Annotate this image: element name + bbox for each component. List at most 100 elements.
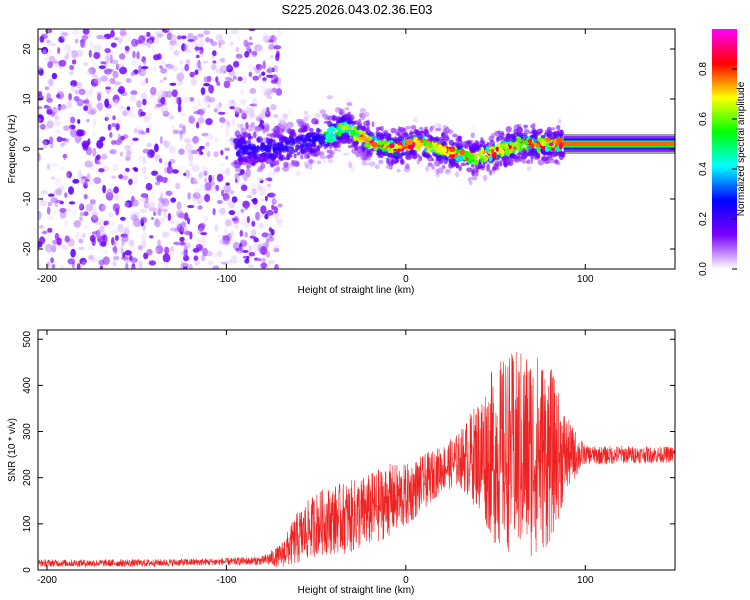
spectrogram-signal-blob — [458, 165, 462, 172]
spectrogram-signal-blob — [304, 163, 309, 169]
spectrogram-noise-blob — [173, 38, 180, 47]
spectrogram-noise-blob — [264, 88, 273, 96]
spectrogram-noise-blob — [38, 262, 42, 268]
spectrogram-noise-blob — [269, 88, 277, 94]
spectrogram-noise-blob — [212, 208, 216, 216]
spectrogram-noise-blob — [200, 107, 207, 112]
spectrogram-signal-blob — [532, 150, 538, 157]
spectrogram-signal-blob — [361, 146, 369, 151]
spectrogram-noise-blob — [244, 50, 250, 58]
spectrogram-noise-blob — [220, 64, 228, 74]
spectrogram-noise-blob — [55, 106, 64, 115]
spectrogram-signal-blob — [293, 161, 299, 167]
spectrogram-signal-blob — [252, 131, 257, 139]
colorbar-label: Normalized spectral amplitude — [736, 81, 747, 216]
spectrogram-y-tick-label: 10 — [22, 93, 33, 105]
spectrogram-noise-blob — [257, 201, 261, 207]
spectrogram-noise-blob — [196, 121, 200, 129]
spectrogram-noise-blob — [165, 92, 172, 98]
spectrogram-noise-blob — [111, 175, 117, 179]
spectrogram-noise-blob — [113, 84, 117, 91]
spectrogram-signal-blob — [378, 151, 382, 156]
spectrogram-signal-blob — [374, 164, 380, 170]
spectrogram-signal-blob — [260, 162, 266, 170]
spectrogram-noise-blob — [236, 35, 241, 42]
spectrogram-noise-blob — [267, 185, 271, 192]
spectrogram-noise-blob — [251, 188, 257, 196]
snr-x-tick-label: 100 — [577, 575, 594, 586]
spectrogram-signal-blob — [515, 136, 522, 143]
spectrogram-signal-blob — [454, 171, 460, 178]
spectrogram-signal-blob — [548, 142, 554, 147]
spectrogram-noise-blob — [46, 206, 51, 215]
spectrogram-noise-blob — [39, 124, 46, 130]
spectrogram-signal-blob — [521, 154, 527, 161]
spectrogram-noise-blob — [128, 239, 134, 246]
spectrogram-noise-blob — [213, 108, 218, 113]
spectrogram-signal-blob — [499, 143, 505, 149]
spectrogram-signal-blob — [359, 107, 367, 114]
spectrogram-signal-blob — [498, 132, 505, 138]
spectrogram-noise-blob — [94, 77, 102, 84]
spectrogram-noise-blob — [196, 195, 204, 205]
spectrogram-noise-blob — [216, 81, 221, 86]
snr-y-axis: 0 100 200 300 400 500 — [22, 330, 675, 573]
spectrogram-noise-blob — [273, 65, 279, 73]
spectrogram-noise-blob — [72, 178, 80, 184]
spectrogram-noise-blob — [53, 120, 61, 126]
spectrogram-noise-blob — [235, 46, 240, 53]
spectrogram-noise-blob — [132, 50, 136, 59]
spectrogram-noise-blob — [114, 235, 119, 241]
spectrogram-noise-blob — [165, 29, 174, 32]
spectrogram-noise-blob — [178, 148, 185, 155]
spectrogram-signal-blob — [457, 144, 461, 151]
spectrogram-noise-blob — [48, 193, 55, 197]
spectrogram-noise-blob — [131, 59, 138, 67]
spectrogram-noise-blob — [74, 89, 80, 95]
spectrogram-noise-blob — [123, 201, 130, 208]
spectrogram-noise-blob — [101, 153, 108, 160]
spectrogram-noise-blob — [178, 123, 184, 129]
spectrogram-noise-blob — [151, 190, 156, 200]
spectrogram-noise-blob — [112, 260, 117, 267]
spectrogram-signal-blob — [556, 125, 561, 130]
spectrogram-signal-blob — [233, 160, 238, 165]
spectrogram-noise-blob — [50, 197, 58, 204]
spectrogram-noise-blob — [154, 31, 163, 36]
spectrogram-noise-blob — [130, 214, 138, 222]
spectrogram-signal-blob — [362, 125, 366, 131]
spectrogram-noise-blob — [57, 87, 64, 93]
spectrogram-noise-blob — [255, 69, 260, 74]
spectrogram-noise-blob — [188, 97, 195, 102]
spectrogram-noise-blob — [189, 71, 195, 78]
spectrogram-signal-blob — [387, 140, 394, 144]
spectrogram-signal-blob — [558, 118, 562, 124]
spectrogram-noise-blob — [197, 116, 205, 124]
spectrogram-noise-blob — [167, 212, 172, 222]
spectrogram-noise-blob — [188, 158, 194, 166]
spectrogram-noise-blob — [71, 30, 80, 36]
snr-series-line — [37, 351, 676, 568]
spectrogram-signal-blob — [333, 155, 340, 163]
colorbar-tick-label: 0.4 — [698, 162, 709, 176]
spectrogram-signal-blob — [328, 126, 336, 133]
spectrogram-noise-blob — [197, 33, 204, 38]
spectrogram-noise-blob — [102, 256, 110, 265]
spectrogram-signal-blob — [304, 147, 310, 153]
spectrogram-noise-blob — [260, 262, 268, 269]
spectrogram-noise-blob — [71, 59, 77, 65]
spectrogram-noise-blob — [248, 251, 256, 257]
spectrogram-signal-blob — [529, 135, 535, 138]
spectrogram-noise-blob — [107, 68, 114, 73]
colorbar-axis: 0.0 0.2 0.4 0.6 0.8 — [698, 62, 737, 276]
spectrogram-signal-blob — [536, 146, 541, 154]
spectrogram-noise-blob — [106, 79, 112, 89]
spectrogram-noise-blob — [154, 181, 161, 186]
spectrogram-signal-blob — [346, 102, 353, 107]
spectrogram-noise-blob — [182, 125, 186, 134]
spectrogram-noise-blob — [188, 162, 194, 167]
spectrogram-signal-blob — [556, 161, 561, 166]
spectrogram-noise-blob — [200, 87, 206, 96]
spectrogram-noise-blob — [73, 220, 82, 228]
spectrogram-noise-blob — [175, 182, 181, 190]
